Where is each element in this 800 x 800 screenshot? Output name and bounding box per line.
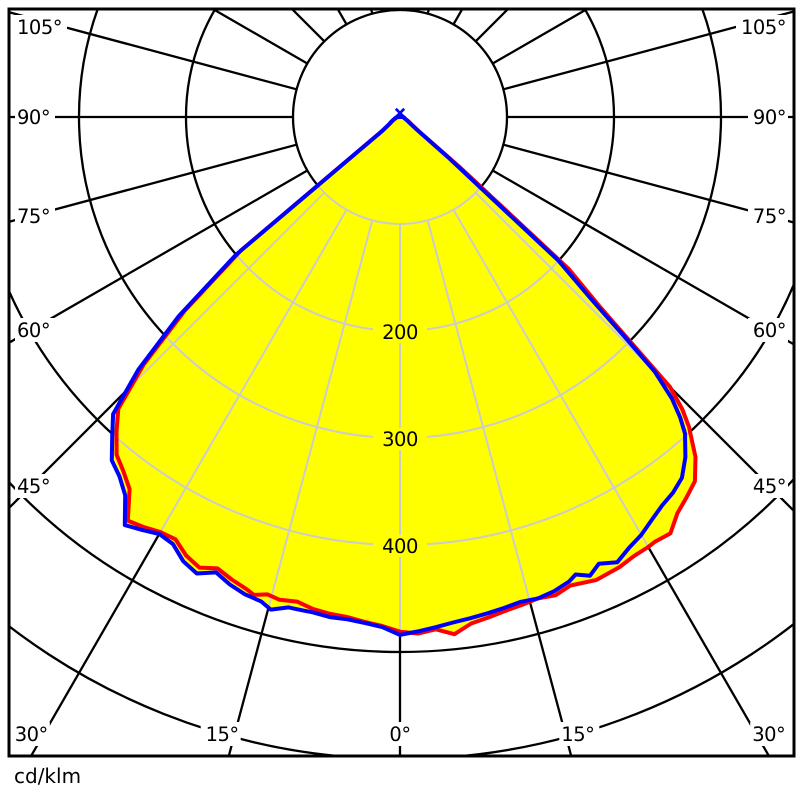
angle-label-bg [15,105,55,129]
grid-radial-line [503,143,794,224]
grid-radial-line [369,9,374,14]
angle-tick-label: 30° [752,723,785,746]
beam-fill [111,117,696,635]
angle-label-bg [559,722,600,746]
angle-label-bg [748,203,788,228]
angle-tick-label: 75° [17,205,50,228]
angle-label-bg [15,203,55,228]
angle-tick-label: 15° [561,723,594,746]
angle-tick-label: 30° [15,723,48,746]
angle-label-bg [750,722,791,746]
blue-intensity-curve [109,115,688,637]
value-label-bg [373,535,427,557]
angle-tick-label: 105° [17,16,62,39]
grid-radial-line [426,9,431,14]
radial-value-label: 200 [382,321,418,344]
angle-label-bg [15,318,55,342]
angle-tick-label: 15° [206,723,239,746]
angle-label-bg [748,105,788,129]
angle-tick-label: 60° [17,319,50,342]
angle-tick-label: 90° [17,106,50,129]
grid-radial-line [9,143,297,223]
radial-value-label: 300 [382,428,418,451]
unit-label: cd/klm [14,764,82,788]
angle-label-bg [200,722,241,746]
value-label-bg [373,428,427,450]
grid-radial-line [9,11,297,91]
angle-tick-label: 45° [753,475,786,498]
angle-label-bg [9,722,50,746]
angle-label-bg [386,722,414,746]
angle-label-bg [748,474,788,498]
angle-tick-label: 90° [753,106,786,129]
grid-radial-line [9,169,308,345]
value-label-bg [373,321,427,343]
chart-frame [7,7,796,758]
inner-grid-radial [426,220,583,635]
angle-label-bg [15,474,55,498]
grid-radial-line [503,10,794,91]
peak-cross-marker-icon [394,107,406,119]
angle-tick-label: 60° [753,319,786,342]
inner-grid-radial [217,220,374,635]
angle-label-bg [15,15,67,39]
angle-tick-label: 45° [17,475,50,498]
inner-grid-radial [452,209,696,635]
angle-tick-label: 105° [741,16,786,39]
angle-tick-label: 75° [753,205,786,228]
angle-label-bg [748,318,788,342]
radial-value-label: 400 [382,535,418,558]
red-intensity-curve [114,115,698,637]
angle-tick-label: 0° [389,723,410,746]
grid-radial-line [492,169,794,346]
angle-label-bg [736,15,788,39]
inner-grid-radial [111,209,348,635]
